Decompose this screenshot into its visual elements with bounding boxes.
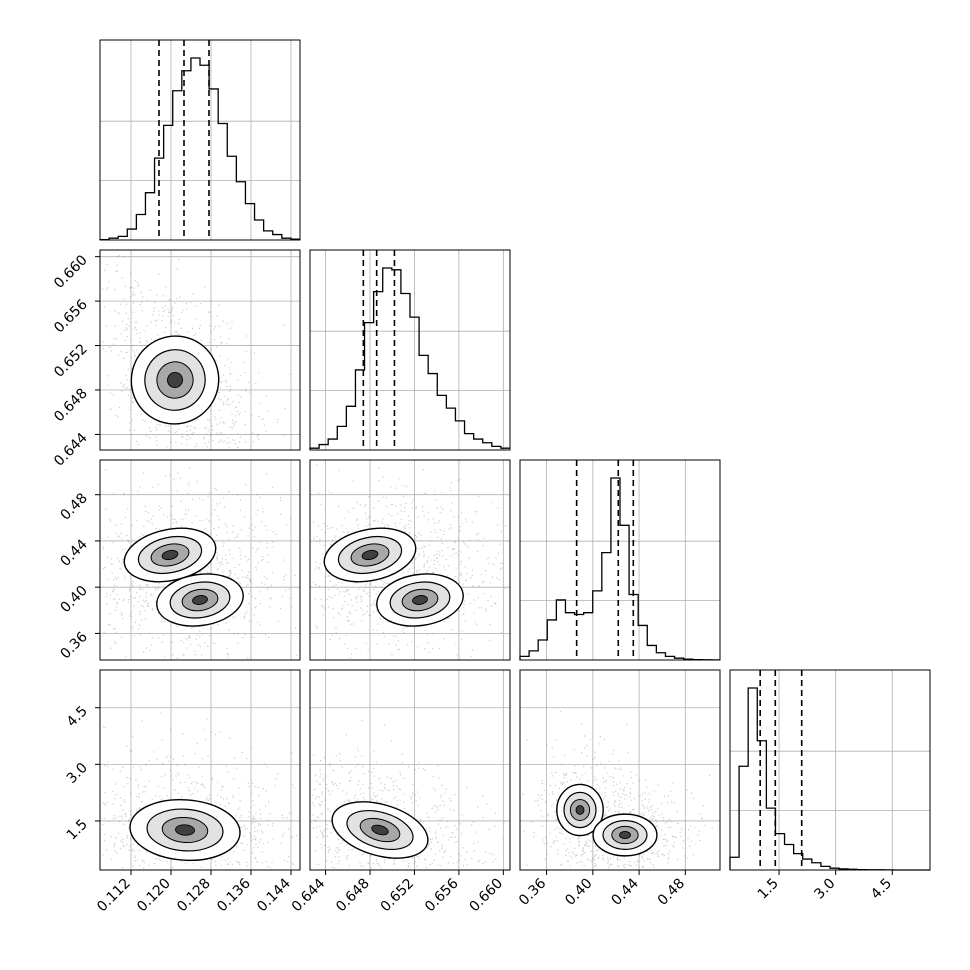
panel-frame [729, 669, 931, 871]
panel-frame [519, 669, 721, 871]
panel-frame [309, 459, 511, 661]
density-contour [192, 595, 208, 605]
density-contour [175, 824, 195, 836]
histogram-step [99, 57, 300, 241]
panel-background [730, 670, 930, 870]
density-contour [575, 805, 585, 815]
panel-background [100, 40, 300, 240]
panel-1-1 [309, 249, 511, 451]
density-contour [371, 824, 389, 836]
panel-2-2 [519, 459, 721, 661]
histogram-step [309, 267, 510, 450]
panel-frame [309, 669, 511, 871]
panel-frame [99, 669, 301, 871]
density-contour [412, 595, 428, 605]
histogram-step [519, 477, 720, 661]
panel-0-0 [99, 39, 301, 241]
panel-frame [99, 39, 301, 241]
panel-frame [309, 249, 511, 451]
panel-background [310, 250, 510, 450]
panel-frame [99, 249, 301, 451]
density-contour [161, 549, 179, 561]
panel-2-1 [309, 459, 511, 661]
panel-3-3: 1.5 3.0 4.5 [729, 669, 931, 903]
density-contour [167, 371, 183, 389]
panel-frame [99, 459, 301, 661]
density-contour [619, 830, 631, 840]
panel-3-2: 0.36 0.40 0.44 0.48 [516, 669, 721, 909]
density-contour [361, 549, 379, 561]
panel-frame [519, 459, 721, 661]
